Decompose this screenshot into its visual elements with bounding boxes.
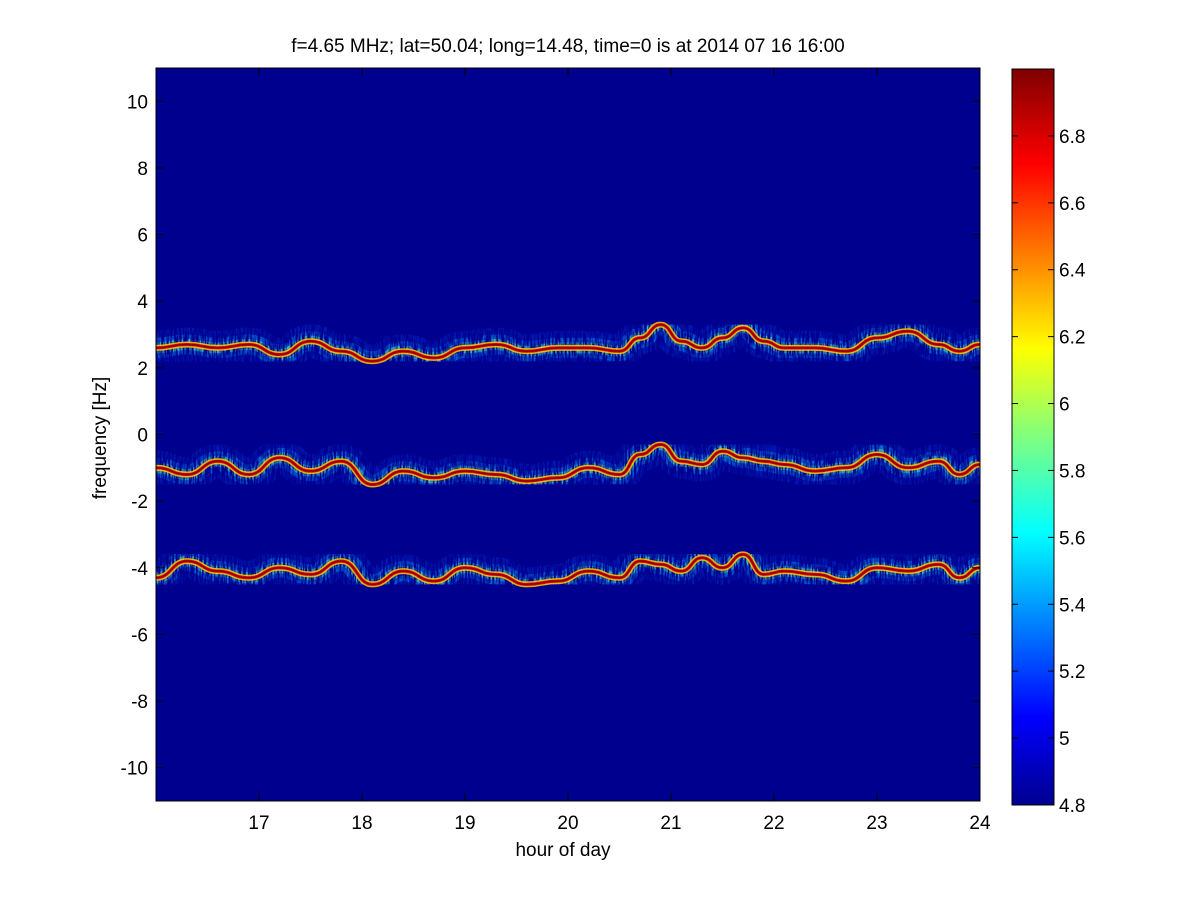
colorbar-tick-label: 4.8: [1059, 796, 1085, 817]
y-axis: -10 -8 -6 -4 -2 0 2 4 6 8 10: [121, 92, 980, 780]
trace-upper: [156, 323, 980, 362]
x-axis: 17 18 19 20 21 22 23 24: [248, 68, 991, 834]
colorbar-tick-label: 5.8: [1059, 461, 1085, 482]
spectral-traces: [156, 307, 980, 602]
y-tick-label: 2: [137, 359, 148, 380]
colorbar-tick-label: 6.8: [1059, 127, 1085, 148]
y-tick-label: -10: [121, 759, 148, 780]
colorbar-tick-label: 5.4: [1059, 595, 1086, 616]
x-tick-label: 18: [351, 813, 372, 834]
colorbar-tick-label: 5.6: [1059, 528, 1085, 549]
y-tick-label: 4: [137, 292, 148, 313]
y-tick-label: -8: [131, 692, 148, 713]
colorbar-tick-label: 5.2: [1059, 662, 1085, 683]
y-tick-label: 8: [137, 159, 148, 180]
y-tick-label: 10: [127, 92, 148, 113]
trace-middle: [156, 443, 980, 486]
colorbar-axis: 4.8 5 5.2 5.4 5.6 5.8 6 6.2 6.4 6.6 6.8: [1012, 127, 1086, 817]
colorbar-tick-label: 5: [1059, 729, 1070, 750]
x-tick-label: 19: [454, 813, 475, 834]
x-tick-label: 24: [969, 813, 991, 834]
plot-area: [155, 67, 981, 802]
x-tick-label: 22: [763, 813, 784, 834]
y-tick-label: 6: [137, 226, 148, 247]
y-tick-label: -4: [131, 559, 148, 580]
colorbar-tick-label: 6.6: [1059, 194, 1085, 215]
trace-lower: [156, 553, 980, 586]
x-tick-label: 17: [248, 813, 269, 834]
colorbar-gradient: [1011, 68, 1055, 806]
x-axis-label: hour of day: [515, 840, 611, 861]
x-tick-label: 23: [866, 813, 887, 834]
y-tick-label: 0: [137, 426, 148, 447]
x-tick-label: 20: [557, 813, 578, 834]
chart-title: f=4.65 MHz; lat=50.04; long=14.48, time=…: [291, 36, 845, 57]
y-tick-label: -6: [131, 625, 148, 646]
x-tick-label: 21: [660, 813, 681, 834]
colorbar-tick-label: 6: [1059, 395, 1070, 416]
y-tick-label: -2: [131, 492, 148, 513]
y-axis-label: frequency [Hz]: [90, 377, 111, 500]
colorbar-tick-label: 6.2: [1059, 328, 1085, 349]
colorbar: 4.8 5 5.2 5.4 5.6 5.8 6 6.2 6.4 6.6 6.8: [1011, 68, 1086, 817]
colorbar-tick-label: 6.4: [1059, 261, 1086, 282]
plot-background: [156, 68, 980, 801]
